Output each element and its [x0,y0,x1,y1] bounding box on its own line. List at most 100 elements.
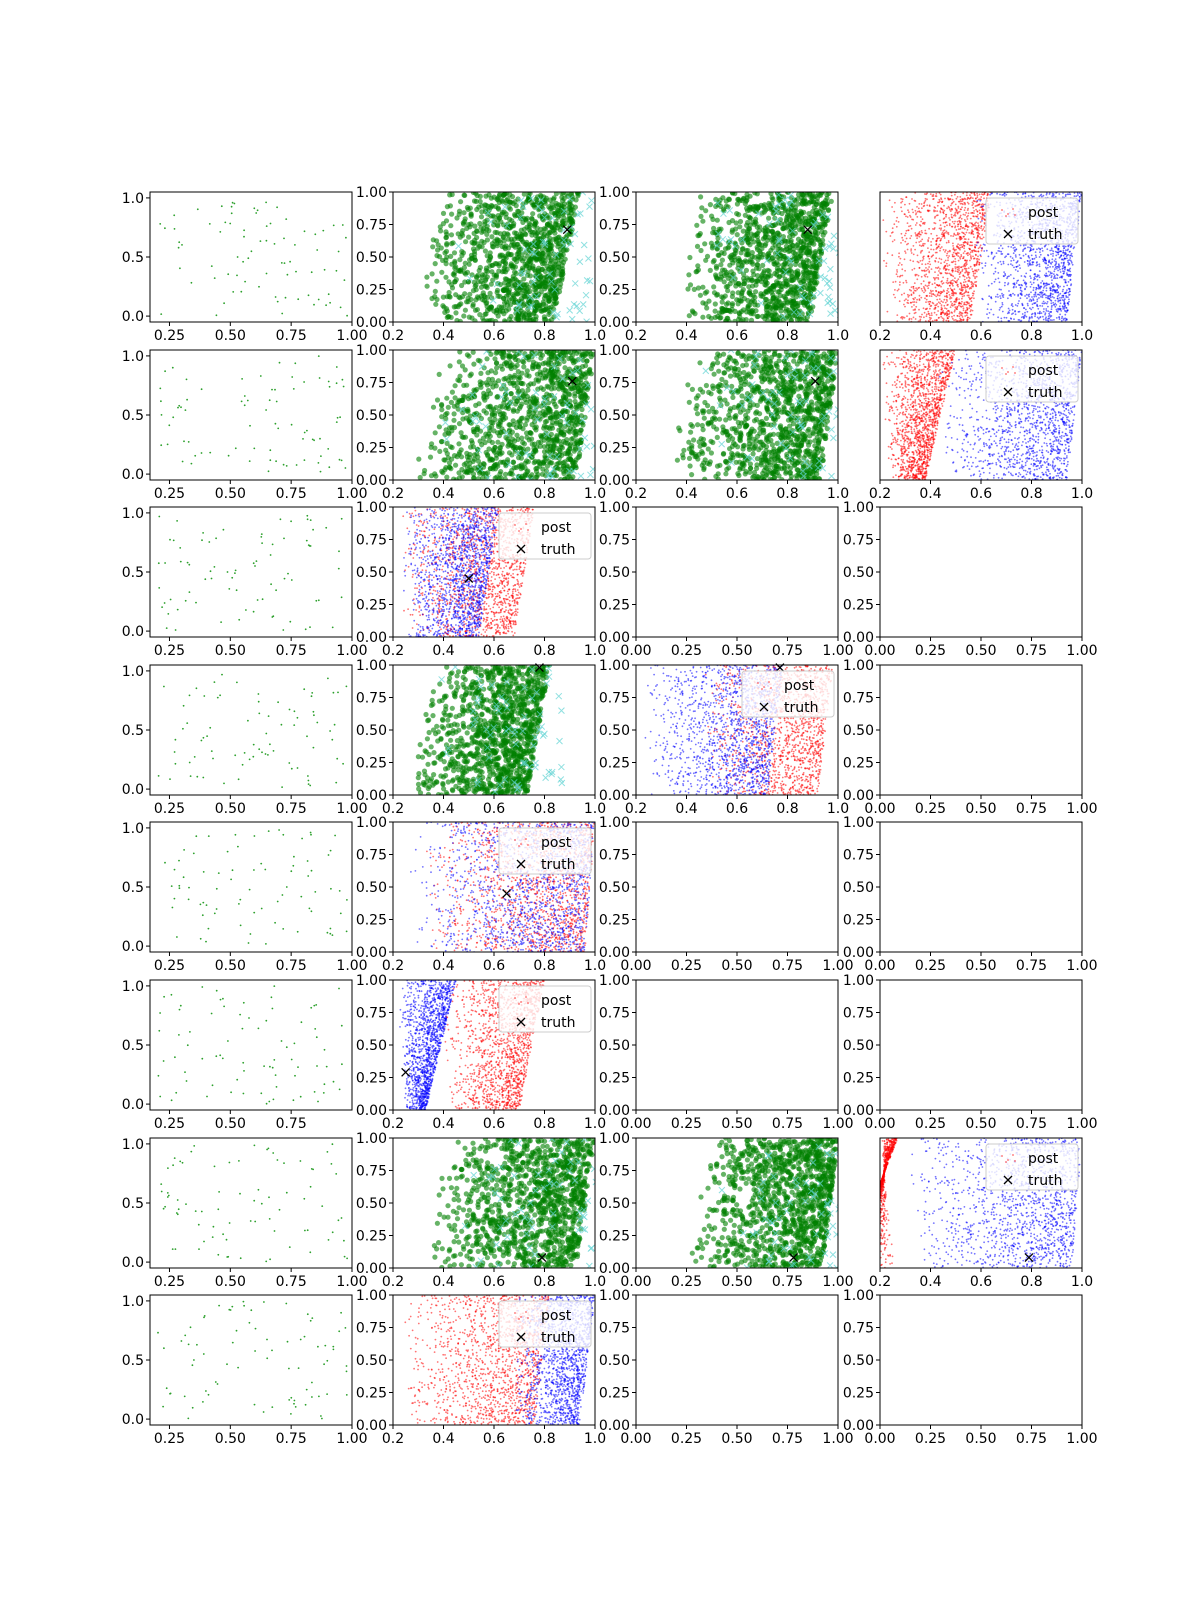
sample-point [758,250,764,256]
post-red-point [948,284,951,287]
post-red-point [967,214,969,217]
post-red-point [935,290,938,293]
sample-point [766,215,772,221]
post-red-point [917,274,920,277]
post-red-point [954,214,957,217]
sample-cross [772,203,779,210]
post-red-point [973,224,976,226]
post-red-point [911,208,914,211]
post-red-point [949,208,951,211]
post-blue-point [1014,246,1016,249]
post-red-point [952,251,955,254]
post-red-point [930,268,933,270]
sample-point [546,311,552,317]
post-blue-point [1034,315,1036,318]
post-red-point [915,241,918,244]
sample-cross [517,197,525,204]
post-red-point [934,306,937,309]
post-red-point [903,258,906,261]
post-red-point [956,297,958,299]
post-red-point [940,207,942,210]
post-blue-point [1068,294,1070,296]
post-red-point [948,217,950,219]
post-red-point [891,206,893,208]
post-red-point [947,319,950,322]
post-red-point [955,307,957,310]
sample-point [530,211,536,217]
post-blue-point [997,250,1000,252]
post-red-point [903,316,906,319]
post-red-point [943,225,946,228]
post-blue-point [1025,308,1027,311]
post-blue-point [1009,274,1012,276]
sample-cross [815,257,823,265]
sample-cross [493,280,501,288]
post-red-point [924,229,927,232]
post-red-point [962,286,965,289]
observed-point [294,244,296,246]
sample-cross [577,210,584,217]
post-red-point [978,258,980,261]
post-red-point [960,287,963,289]
sample-point [456,267,462,273]
post-blue-point [1000,317,1003,320]
post-blue-point [1045,193,1048,196]
post-red-point [977,250,980,253]
observed-point [274,296,277,298]
post-blue-point [995,252,998,255]
post-blue-point [1049,315,1052,318]
sample-point [815,230,821,236]
axes-frame [149,191,353,323]
post-red-point [983,226,986,228]
post-red-point [945,215,947,218]
sample-point [725,245,731,251]
post-red-point [945,307,948,310]
sample-point [737,218,744,225]
post-blue-point [1036,298,1039,301]
post-blue-point [999,306,1002,309]
post-red-point [934,286,937,289]
post-red-point [913,282,916,284]
sample-cross [567,240,574,248]
post-red-point [908,318,911,321]
sample-point [536,302,543,308]
post-red-point [894,201,896,204]
post-red-point [915,233,917,236]
sample-point [735,301,741,307]
sample-point [754,313,760,320]
sample-point [457,318,463,322]
post-blue-point [1013,266,1015,269]
sample-point [487,254,493,260]
sample-point [740,228,746,234]
sample-point [538,289,544,295]
post-blue-point [1057,249,1059,251]
post-red-point [971,229,973,232]
sample-point [451,272,457,278]
post-red-point [971,241,973,244]
sample-point [531,319,537,322]
post-red-point [960,225,962,228]
post-blue-point [1052,286,1055,288]
post-red-point [936,293,939,296]
post-blue-point [1027,304,1029,307]
post-red-point [957,247,960,250]
sample-point [708,315,714,321]
post-blue-point [1017,193,1019,196]
post-red-point [963,294,966,297]
post-blue-point [1023,247,1026,250]
sample-point [787,245,793,251]
post-red-point [893,210,896,213]
post-red-point [961,300,963,303]
sample-point [443,218,450,224]
sample-point [779,283,786,289]
post-red-point [951,304,954,307]
post-red-point [942,319,945,322]
sample-point [469,272,475,278]
post-red-point [950,204,952,207]
post-blue-point [1012,259,1015,262]
post-blue-point [1036,316,1039,319]
post-red-point [935,266,937,269]
post-red-point [969,194,971,197]
post-red-point [940,246,943,248]
